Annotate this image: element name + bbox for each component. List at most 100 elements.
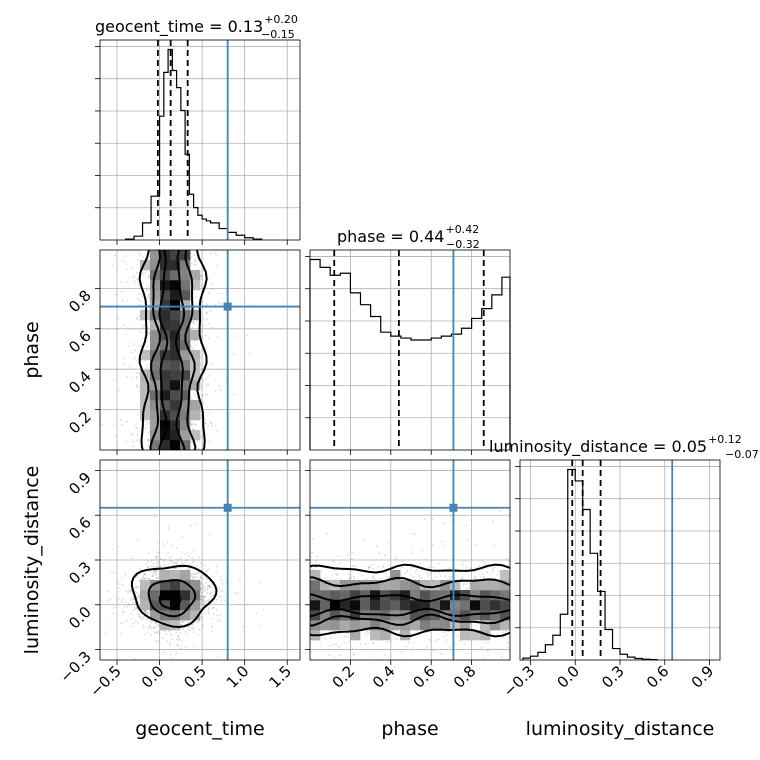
scatter-point xyxy=(181,621,184,624)
scatter-point xyxy=(191,575,194,578)
density-cell xyxy=(180,380,191,391)
scatter-point xyxy=(135,586,138,588)
panel-hist-phase xyxy=(305,249,511,455)
scatter-point xyxy=(191,327,194,329)
scatter-point xyxy=(148,578,151,580)
scatter-point xyxy=(126,280,129,283)
scatter-point xyxy=(135,587,138,589)
scatter-point xyxy=(229,413,231,416)
scatter-point xyxy=(211,630,214,632)
scatter-point xyxy=(217,655,220,658)
scatter-point xyxy=(177,675,179,677)
scatter-point xyxy=(146,421,149,424)
scatter-point xyxy=(202,317,205,320)
scatter-point xyxy=(200,278,203,281)
scatter-point xyxy=(188,555,190,558)
scatter-point xyxy=(124,600,127,603)
scatter-point xyxy=(144,610,146,613)
density-cell xyxy=(140,380,151,391)
scatter-point xyxy=(142,626,145,629)
scatter-point xyxy=(192,321,195,323)
scatter-point xyxy=(147,274,150,277)
scatter-point xyxy=(143,573,146,576)
scatter-point xyxy=(190,575,192,578)
scatter-point xyxy=(131,440,134,443)
scatter-point xyxy=(125,333,127,336)
scatter-point xyxy=(197,634,200,636)
scatter-point xyxy=(122,260,125,263)
scatter-point xyxy=(202,394,205,397)
scatter-point xyxy=(133,602,135,605)
panel-frame xyxy=(99,249,301,451)
density-cell xyxy=(160,340,171,351)
scatter-point xyxy=(164,558,167,561)
scatter-point xyxy=(123,324,125,326)
scatter-point xyxy=(214,252,217,255)
scatter-point xyxy=(152,565,154,568)
density-layer xyxy=(100,516,265,677)
scatter-point xyxy=(111,612,114,615)
scatter-point xyxy=(198,556,201,559)
scatter-point xyxy=(141,617,144,620)
scatter-point xyxy=(135,377,138,379)
scatter-point xyxy=(157,551,160,554)
scatter-point xyxy=(209,592,211,595)
scatter-point xyxy=(153,627,155,629)
scatter-point xyxy=(144,573,147,576)
scatter-point xyxy=(142,617,145,619)
scatter-point xyxy=(207,337,210,340)
density-cell xyxy=(150,300,161,311)
scatter-point xyxy=(148,308,150,310)
scatter-point xyxy=(202,583,204,586)
scatter-point xyxy=(129,598,132,601)
scatter-point xyxy=(156,625,159,627)
scatter-point xyxy=(148,552,151,554)
scatter-point xyxy=(200,363,203,365)
scatter-point xyxy=(137,593,140,596)
scatter-point xyxy=(196,396,199,399)
scatter-point xyxy=(130,613,133,616)
density-cell xyxy=(190,280,201,291)
scatter-point xyxy=(172,568,175,570)
scatter-point xyxy=(193,423,196,426)
title-geocent-time: geocent_time = 0.13+0.20 xyxy=(95,13,298,37)
scatter-point xyxy=(202,578,205,580)
scatter-point xyxy=(125,441,128,443)
scatter-point xyxy=(133,587,136,589)
scatter-point xyxy=(205,578,208,581)
scatter-point xyxy=(145,563,148,565)
scatter-point xyxy=(120,280,123,283)
scatter-point xyxy=(246,334,249,337)
scatter-point xyxy=(162,651,165,654)
scatter-point xyxy=(203,595,206,597)
contour-line xyxy=(174,250,186,450)
scatter-point xyxy=(220,579,223,582)
scatter-point xyxy=(157,630,160,633)
scatter-point xyxy=(132,609,135,612)
density-cell xyxy=(160,360,171,371)
scatter-point xyxy=(203,602,206,605)
scatter-point xyxy=(195,344,197,346)
scatter-point xyxy=(193,254,196,256)
scatter-point xyxy=(162,543,165,545)
density-cell xyxy=(190,410,201,421)
scatter-point xyxy=(201,626,204,629)
scatter-point xyxy=(155,570,158,573)
scatter-point xyxy=(138,616,140,618)
scatter-point xyxy=(194,259,196,262)
scatter-point xyxy=(201,599,204,601)
scatter-point xyxy=(128,603,131,606)
scatter-point xyxy=(136,385,138,388)
scatter-point xyxy=(184,553,187,555)
scatter-point xyxy=(205,319,208,321)
scatter-point xyxy=(232,353,235,356)
scatter-point xyxy=(191,423,193,426)
scatter-point xyxy=(200,597,203,600)
scatter-point xyxy=(125,620,128,622)
scatter-point xyxy=(202,600,205,603)
scatter-point xyxy=(111,571,113,573)
density-cell xyxy=(170,390,181,401)
scatter-point xyxy=(137,600,140,603)
scatter-point xyxy=(146,439,149,442)
scatter-point xyxy=(262,608,265,611)
